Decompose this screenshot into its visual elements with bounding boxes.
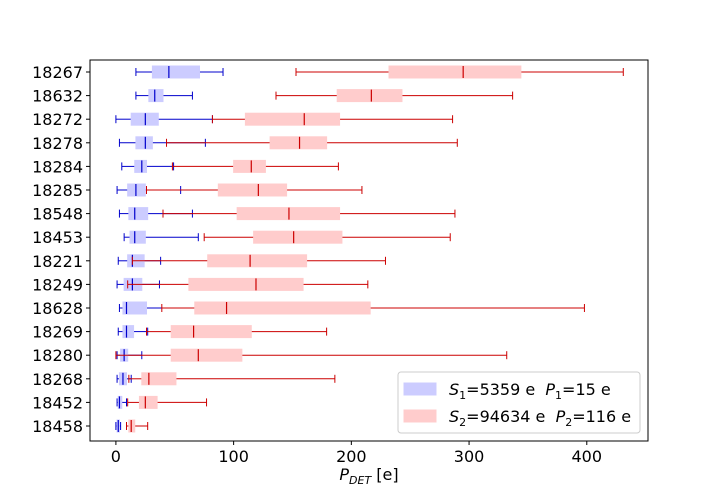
iqr-box [233,159,266,173]
box-s2-18221 [131,254,386,268]
x-tick-label: 0 [111,447,121,466]
x-axis-title: PDET [e] [339,465,398,487]
y-tick-label: 18632 [32,87,83,106]
legend-swatch-s2 [403,409,437,423]
legend-frame [397,371,641,434]
box-s2-18548 [162,207,456,221]
box-s2-18632 [275,89,514,103]
box-s2-18284 [171,159,339,173]
box-s2-18249 [127,277,369,291]
box-s2-18269 [146,325,328,339]
box-s1-18452 [116,395,127,409]
box-s1-18267 [135,65,224,79]
box-s2-18280 [115,348,508,362]
iqr-box [269,136,328,150]
legend-label-s2: S2=94634 e P2=116 e [449,407,631,429]
box-s1-18458 [115,419,122,433]
box-s2-18267 [295,65,624,79]
legend-label-s1: S1=5359 e P1=15 e [449,380,611,402]
y-tick-label: 18221 [32,252,83,271]
iqr-box [170,325,252,339]
box-s1-18268 [116,372,132,386]
y-tick-label: 18285 [32,181,83,200]
y-tick-label: 18452 [32,393,83,412]
iqr-box [336,89,403,103]
iqr-box [122,325,135,339]
iqr-box [388,65,522,79]
iqr-box [122,301,148,315]
x-tick-label: 400 [572,447,603,466]
x-axis: 0 100 200 300 400 [111,441,602,466]
y-tick-label: 18268 [32,370,83,389]
iqr-box [135,136,153,150]
iqr-box [244,112,341,126]
box-s1-18632 [135,89,193,103]
box-s2-18272 [211,112,454,126]
box-s1-18284 [121,159,175,173]
y-tick-label: 18548 [32,205,83,224]
box-s1-18272 [115,112,213,126]
plot-frame [89,59,649,442]
box-s2-18458 [125,419,149,433]
iqr-box [151,65,200,79]
iqr-box [188,277,304,291]
iqr-box [134,159,148,173]
y-tick-label: 18453 [32,228,83,247]
y-tick-label: 18269 [32,323,83,342]
y-tick-label: 18272 [32,110,83,129]
iqr-box [128,207,149,221]
box-s1-18285 [116,183,182,197]
iqr-box [170,348,243,362]
plot-area [115,65,624,433]
box-s2-18285 [146,183,363,197]
y-tick-label: 18284 [32,157,83,176]
iqr-box [194,301,371,315]
legend: S1=5359 e P1=15 e S2=94634 e P2=116 e [397,371,641,434]
iqr-box [217,183,288,197]
iqr-box [148,89,164,103]
y-tick-label: 18280 [32,346,83,365]
legend-swatch-s1 [403,382,437,396]
y-tick-label: 18458 [32,417,83,436]
y-tick-label: 18249 [32,275,83,294]
y-tick-label: 18267 [32,63,83,82]
x-tick-label: 200 [336,447,367,466]
iqr-box [138,395,158,409]
x-tick-label: 100 [218,447,249,466]
box-s1-18269 [117,325,149,339]
iqr-box [141,372,177,386]
box-s2-18268 [128,372,336,386]
box-s2-18453 [203,230,451,244]
y-tick-label: 18628 [32,299,83,318]
x-tick-label: 300 [454,447,485,466]
box-s2-18628 [161,301,585,315]
iqr-box [253,230,343,244]
box-s2-18278 [166,136,458,150]
iqr-box [207,254,308,268]
y-axis: 18267 18632 18272 18278 18284 18285 18548 18453… [32,63,90,436]
box-s1-18453 [123,230,199,244]
y-tick-label: 18278 [32,134,83,153]
iqr-box [129,230,146,244]
box-s2-18452 [127,395,208,409]
box-s1-18278 [118,136,206,150]
